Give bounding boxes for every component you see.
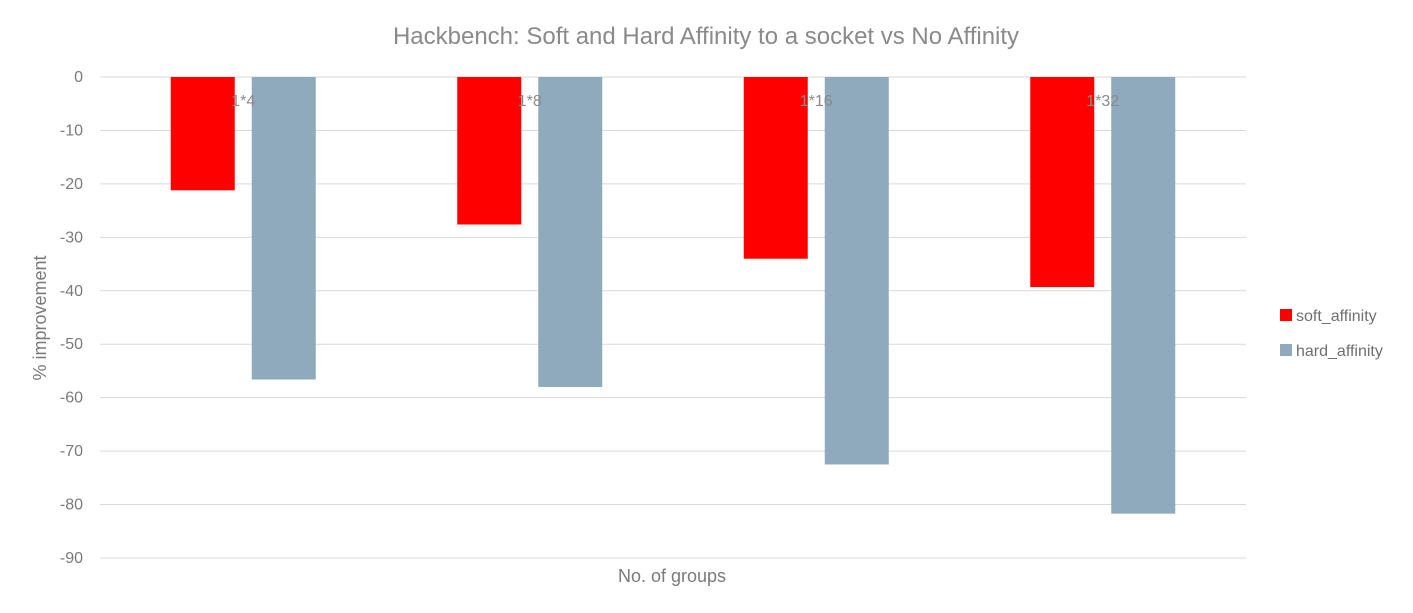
y-tick-label: 0 [74, 69, 83, 86]
legend-swatch [1280, 344, 1292, 356]
bar-hard_affinity [251, 77, 316, 380]
legend-label: soft_affinity [1296, 308, 1377, 325]
y-tick-label: -30 [60, 229, 83, 246]
category-label: 1*8 [518, 93, 542, 110]
bar-soft_affinity [1030, 77, 1095, 288]
bars [170, 77, 1176, 514]
y-tick-label: -80 [60, 497, 83, 514]
bar-soft_affinity [170, 77, 235, 191]
legend: soft_affinity hard_affinity [1280, 308, 1383, 360]
y-tick-label: -60 [60, 390, 83, 407]
y-tick-label: -10 [60, 122, 83, 139]
bar-hard_affinity [1111, 77, 1176, 514]
category-label: 1*32 [1086, 93, 1119, 110]
bar-soft_affinity [457, 77, 522, 225]
category-labels: 1*4 1*8 1*16 1*32 [231, 93, 1119, 110]
legend-label: hard_affinity [1296, 343, 1383, 360]
y-tick-label: -50 [60, 336, 83, 353]
bar-hard_affinity [538, 77, 603, 387]
y-tick-label: -20 [60, 176, 83, 193]
bar-hard_affinity [824, 77, 889, 465]
x-axis-label: No. of groups [618, 566, 726, 586]
bar-soft_affinity [743, 77, 808, 259]
y-tick-label: -40 [60, 283, 83, 300]
category-label: 1*4 [231, 93, 255, 110]
y-tick-label: -90 [60, 550, 83, 567]
chart-title: Hackbench: Soft and Hard Affinity to a s… [393, 23, 1019, 50]
y-axis-label: % improvement [30, 255, 50, 380]
category-label: 1*16 [800, 93, 833, 110]
legend-swatch [1280, 309, 1292, 321]
y-axis-ticks: 0 -10 -20 -30 -40 -50 -60 -70 -80 -90 [60, 69, 83, 567]
y-tick-label: -70 [60, 443, 83, 460]
